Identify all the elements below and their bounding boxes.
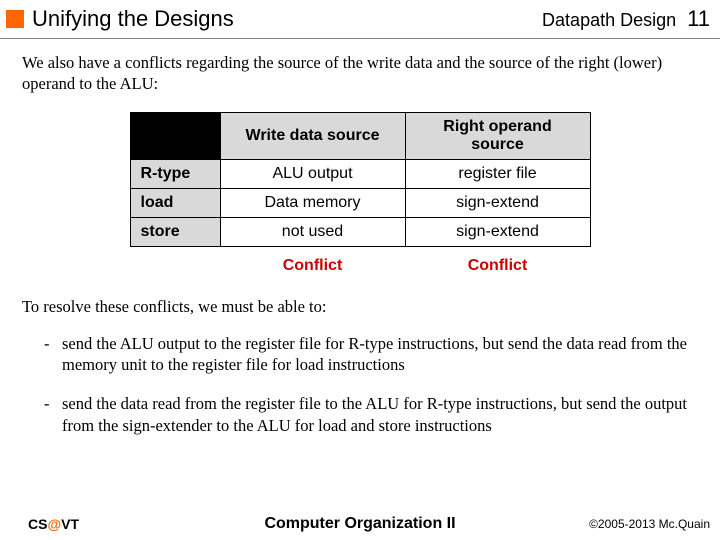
accent-square-icon xyxy=(6,10,24,28)
slide-footer: CS@VT Computer Organization II ©2005-201… xyxy=(0,516,720,532)
col-header: Right operand source xyxy=(405,113,590,160)
bullet-list: - send the ALU output to the register fi… xyxy=(22,333,698,435)
table-cell: sign-extend xyxy=(405,218,590,247)
section-label: Datapath Design xyxy=(542,10,676,30)
table-row: R-type ALU output register file xyxy=(130,160,590,189)
row-label: store xyxy=(130,218,220,247)
slide-body: We also have a conflicts regarding the s… xyxy=(0,39,720,436)
table-cell: not used xyxy=(220,218,405,247)
resolve-intro: To resolve these conflicts, we must be a… xyxy=(22,297,698,317)
table-cell: sign-extend xyxy=(405,189,590,218)
slide-header: Unifying the Designs Datapath Design 11 xyxy=(0,0,720,39)
header-right: Datapath Design 11 xyxy=(542,6,710,32)
footer-vt: VT xyxy=(61,516,79,532)
footer-at: @ xyxy=(47,516,61,532)
table-row: load Data memory sign-extend xyxy=(130,189,590,218)
table-header-row: Write data source Right operand source xyxy=(130,113,590,160)
intro-text: We also have a conflicts regarding the s… xyxy=(22,53,698,94)
table-corner xyxy=(130,113,220,160)
list-item: - send the data read from the register f… xyxy=(44,393,698,435)
footer-cs: CS xyxy=(28,516,47,532)
bullet-dash-icon: - xyxy=(44,333,62,375)
table-cell: ALU output xyxy=(220,160,405,189)
bullet-text: send the ALU output to the register file… xyxy=(62,333,698,375)
slide-title: Unifying the Designs xyxy=(32,6,234,32)
page-number: 11 xyxy=(687,6,710,31)
col-header: Write data source xyxy=(220,113,405,160)
footer-left: CS@VT xyxy=(28,516,79,532)
bullet-text: send the data read from the register fil… xyxy=(62,393,698,435)
header-left: Unifying the Designs xyxy=(6,6,234,32)
row-label: R-type xyxy=(130,160,220,189)
row-label: load xyxy=(130,189,220,218)
list-item: - send the ALU output to the register fi… xyxy=(44,333,698,375)
conflict-table-wrap: Write data source Right operand source R… xyxy=(22,112,698,247)
table-row: store not used sign-extend xyxy=(130,218,590,247)
conflict-label: Conflict xyxy=(405,253,590,275)
conflict-labels: Conflict Conflict xyxy=(22,253,698,275)
conflict-label: Conflict xyxy=(220,253,405,275)
bullet-dash-icon: - xyxy=(44,393,62,435)
conflict-table: Write data source Right operand source R… xyxy=(130,112,591,247)
table-cell: register file xyxy=(405,160,590,189)
footer-right: ©2005-2013 Mc.Quain xyxy=(589,517,710,531)
footer-center: Computer Organization II xyxy=(264,515,455,533)
table-cell: Data memory xyxy=(220,189,405,218)
